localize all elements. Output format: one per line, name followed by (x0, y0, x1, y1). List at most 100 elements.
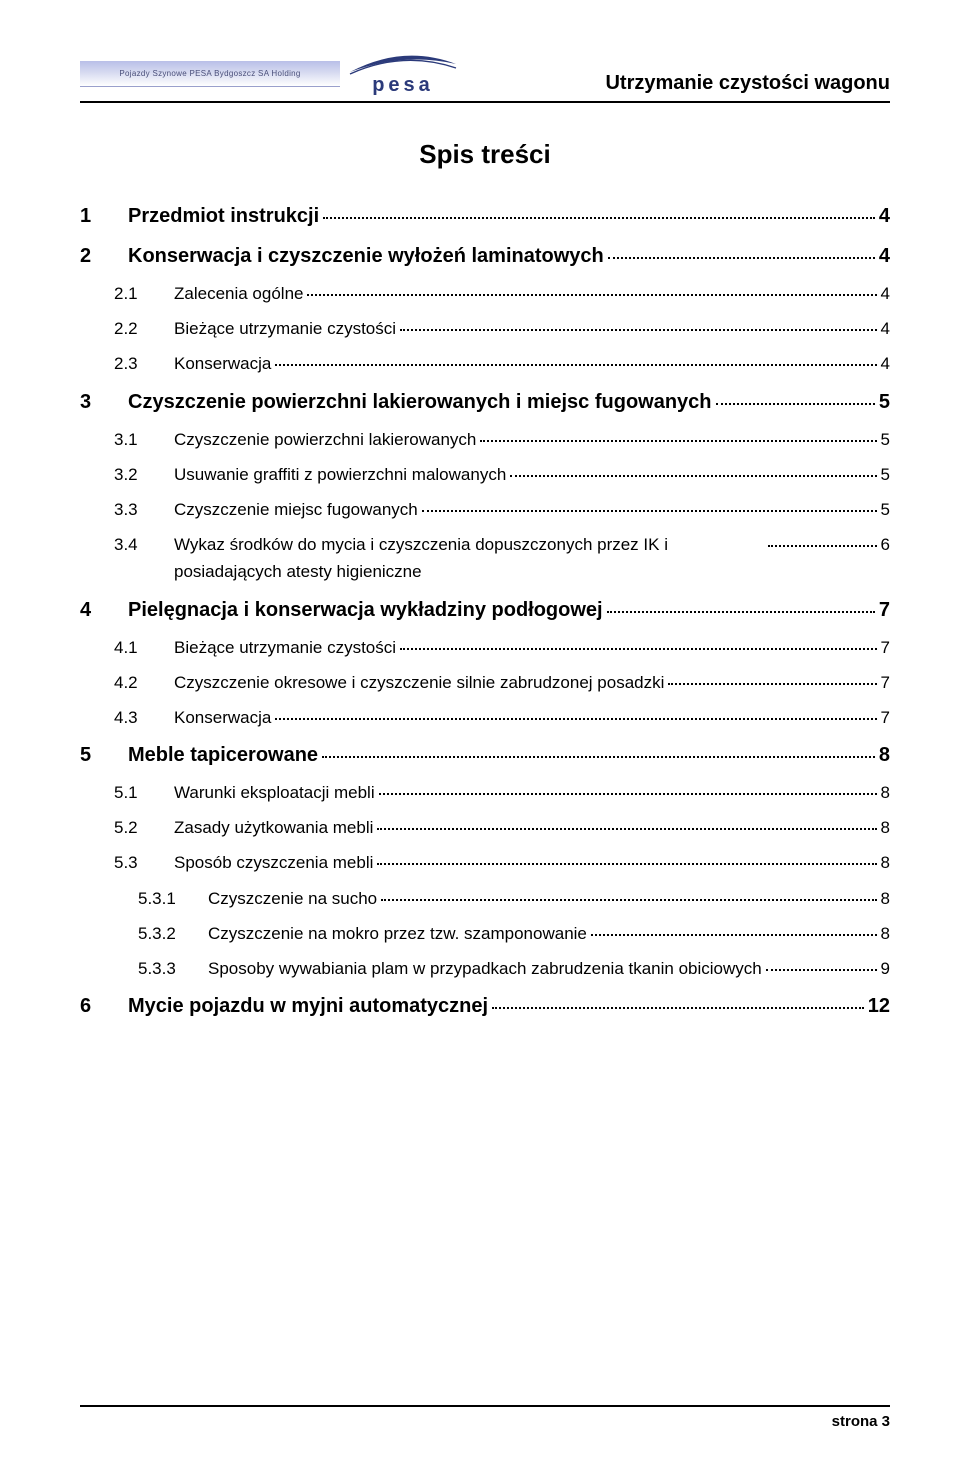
toc-entry-label: Sposoby wywabiania plam w przypadkach za… (208, 955, 762, 982)
toc-entry[interactable]: 2.2Bieżące utrzymanie czystości4 (114, 315, 890, 342)
toc-leader-dots (400, 329, 877, 331)
toc-entry-label: Sposób czyszczenia mebli (174, 849, 373, 876)
toc-entry-label: Konserwacja i czyszczenie wyłożeń lamina… (128, 240, 604, 272)
toc-entry[interactable]: 3.3 Czyszczenie miejsc fugowanych 5 (114, 496, 890, 523)
toc-entry[interactable]: 2.1Zalecenia ogólne4 (114, 280, 890, 307)
toc-entry-number: 4.2 (114, 669, 160, 696)
toc-leader-dots (422, 510, 877, 512)
toc-heading: Spis treści (80, 139, 890, 170)
toc-entry-label: Mycie pojazdu w myjni automatycznej (128, 990, 488, 1022)
document-title: Utrzymanie czystości wagonu (605, 72, 890, 97)
toc-entry-page: 9 (881, 955, 890, 982)
toc-entry-label: Czyszczenie miejsc fugowanych (174, 496, 418, 523)
toc-leader-dots (381, 899, 876, 901)
toc-entry-number: 5.3 (114, 849, 160, 876)
toc-entry-label: Usuwanie graffiti z powierzchni malowany… (174, 461, 506, 488)
toc-entry-label: Bieżące utrzymanie czystości (174, 634, 396, 661)
toc-leader-dots (492, 1007, 864, 1009)
toc-entry-number: 3.4 (114, 531, 160, 558)
toc-entry-page: 8 (881, 779, 890, 806)
toc-entry[interactable]: 3.4 Wykaz środków do mycia i czyszczenia … (114, 531, 890, 585)
toc-leader-dots (510, 475, 876, 477)
page-number: strona 3 (832, 1413, 890, 1430)
toc-entry[interactable]: 4.2 Czyszczenie okresowe i czyszczenie si… (114, 669, 890, 696)
toc-entry-label: Wykaz środków do mycia i czyszczenia dop… (174, 531, 764, 585)
toc-entry[interactable]: 4 Pielęgnacja i konserwacja wykładziny po… (80, 594, 890, 626)
toc-entry-page: 4 (881, 350, 890, 377)
page-header: Pojazdy Szynowe PESA Bydgoszcz SA Holdin… (80, 50, 890, 103)
toc-leader-dots (768, 545, 877, 547)
toc-leader-dots (275, 718, 876, 720)
toc-entry-page: 5 (881, 461, 890, 488)
toc-entry-page: 8 (881, 814, 890, 841)
toc-leader-dots (323, 217, 875, 219)
toc-entry-label: Zalecenia ogólne (174, 280, 303, 307)
toc-entry-number: 3.3 (114, 496, 160, 523)
toc-entry-label: Czyszczenie na sucho (208, 885, 377, 912)
toc-entry-label: Przedmiot instrukcji (128, 200, 319, 232)
toc-entry-number: 2 (80, 240, 114, 272)
toc-entry-number: 5.2 (114, 814, 160, 841)
toc-entry[interactable]: 5.3.2Czyszczenie na mokro przez tzw. sza… (138, 920, 890, 947)
toc-entry-label: Meble tapicerowane (128, 739, 318, 771)
toc-entry[interactable]: 4.3 Konserwacja 7 (114, 704, 890, 731)
toc-entry-label: Czyszczenie powierzchni lakierowanych (174, 426, 476, 453)
toc-entry-page: 4 (881, 280, 890, 307)
toc-entry[interactable]: 4.1Bieżące utrzymanie czystości7 (114, 634, 890, 661)
table-of-contents: 1Przedmiot instrukcji4 2 Konserwacja i czy… (80, 200, 890, 1022)
toc-entry[interactable]: 5.3.3Sposoby wywabiania plam w przypadka… (138, 955, 890, 982)
toc-entry-number: 3.1 (114, 426, 160, 453)
toc-leader-dots (322, 756, 875, 758)
toc-entry-number: 2.3 (114, 350, 160, 377)
toc-entry-page: 4 (879, 240, 890, 272)
toc-entry-label: Konserwacja (174, 704, 271, 731)
toc-entry[interactable]: 3.2Usuwanie graffiti z powierzchni malow… (114, 461, 890, 488)
toc-entry-page: 5 (881, 496, 890, 523)
toc-entry-number: 3 (80, 386, 114, 418)
toc-entry-page: 4 (881, 315, 890, 342)
toc-leader-dots (716, 403, 875, 405)
toc-entry-page: 8 (879, 739, 890, 771)
toc-entry-page: 7 (881, 704, 890, 731)
toc-entry-page: 5 (879, 386, 890, 418)
toc-leader-dots (400, 648, 877, 650)
toc-entry-label: Konserwacja (174, 350, 271, 377)
toc-leader-dots (379, 793, 877, 795)
toc-leader-dots (275, 364, 876, 366)
toc-entry-label: Czyszczenie okresowe i czyszczenie silni… (174, 669, 664, 696)
toc-leader-dots (307, 294, 876, 296)
toc-entry[interactable]: 5.3 Sposób czyszczenia mebli 8 (114, 849, 890, 876)
toc-entry[interactable]: 2.3 Konserwacja 4 (114, 350, 890, 377)
toc-entry-number: 5.1 (114, 779, 160, 806)
toc-entry-number: 5 (80, 739, 114, 771)
toc-leader-dots (377, 863, 876, 865)
toc-leader-dots (591, 934, 877, 936)
toc-entry[interactable]: 5.1 Warunki eksploatacji mebli 8 (114, 779, 890, 806)
toc-entry-number: 4 (80, 594, 114, 626)
toc-entry-page: 8 (881, 849, 890, 876)
company-strip: Pojazdy Szynowe PESA Bydgoszcz SA Holdin… (80, 61, 340, 87)
toc-entry-page: 8 (881, 885, 890, 912)
toc-entry[interactable]: 5.3.1 Czyszczenie na sucho 8 (138, 885, 890, 912)
toc-entry[interactable]: 5 Meble tapicerowane 8 (80, 739, 890, 771)
toc-entry-number: 2.2 (114, 315, 160, 342)
toc-leader-dots (668, 683, 876, 685)
toc-entry-label: Pielęgnacja i konserwacja wykładziny pod… (128, 594, 603, 626)
toc-entry-number: 5.3.1 (138, 885, 194, 912)
toc-entry-page: 7 (879, 594, 890, 626)
toc-entry[interactable]: 3.1 Czyszczenie powierzchni lakierowanych… (114, 426, 890, 453)
header-left: Pojazdy Szynowe PESA Bydgoszcz SA Holdin… (80, 50, 458, 97)
toc-entry-page: 12 (868, 990, 890, 1022)
toc-entry-page: 6 (881, 531, 890, 558)
toc-entry-label: Zasady użytkowania mebli (174, 814, 373, 841)
toc-entry-number: 4.3 (114, 704, 160, 731)
toc-leader-dots (607, 611, 875, 613)
toc-entry[interactable]: 1Przedmiot instrukcji4 (80, 200, 890, 232)
brand-logo: pesa (348, 50, 458, 97)
toc-entry[interactable]: 2 Konserwacja i czyszczenie wyłożeń lamin… (80, 240, 890, 272)
toc-entry[interactable]: 5.2 Zasady użytkowania mebli 8 (114, 814, 890, 841)
toc-entry[interactable]: 3Czyszczenie powierzchni lakierowanych i… (80, 386, 890, 418)
toc-entry[interactable]: 6Mycie pojazdu w myjni automatycznej12 (80, 990, 890, 1022)
toc-entry-label: Warunki eksploatacji mebli (174, 779, 375, 806)
toc-leader-dots (766, 969, 877, 971)
